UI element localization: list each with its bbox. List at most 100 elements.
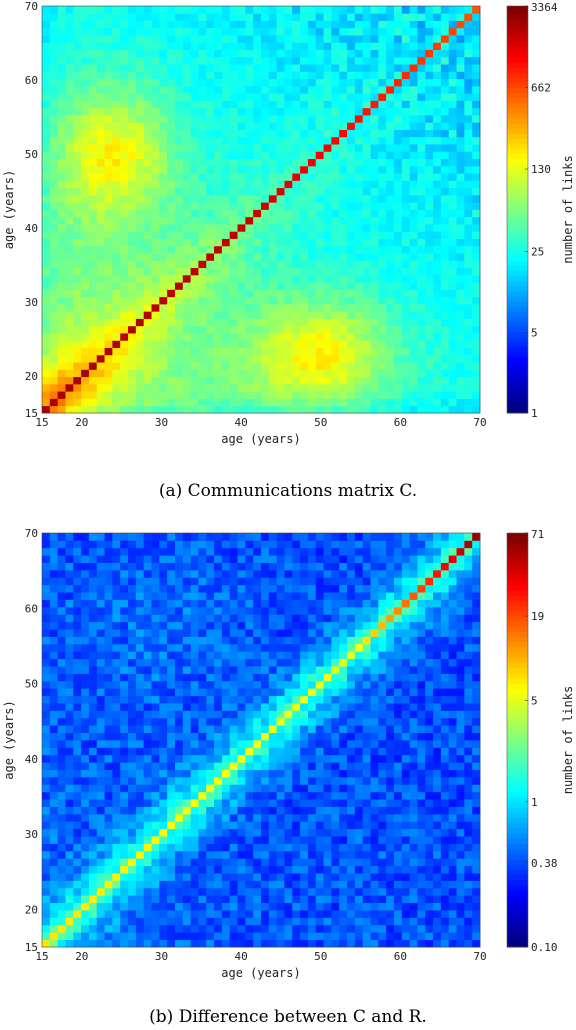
heatmap-cell: [167, 20, 176, 29]
heatmap-cell: [221, 547, 231, 556]
heatmap-cell: [237, 821, 246, 830]
heatmap-cell: [472, 187, 481, 196]
heatmap-cell: [378, 13, 387, 21]
heatmap-cell: [448, 274, 457, 283]
heatmap-cell: [440, 274, 450, 283]
heatmap-cell: [237, 85, 246, 94]
heatmap-cell: [88, 325, 98, 334]
heatmap-cell: [245, 42, 254, 51]
heatmap-cell: [245, 267, 254, 276]
heatmap-cell: [135, 651, 145, 660]
heatmap-cell: [88, 64, 98, 72]
heatmap-cell: [198, 122, 207, 130]
heatmap-cell: [245, 688, 254, 697]
heatmap-cell: [214, 56, 223, 65]
heatmap-cell: [128, 93, 137, 101]
heatmap-cell: [159, 71, 168, 80]
heatmap-cell: [104, 717, 113, 726]
heatmap-cell: [456, 13, 465, 21]
heatmap-cell: [104, 129, 113, 138]
heatmap-cell: [456, 151, 465, 160]
heatmap-cell: [49, 180, 59, 189]
heatmap-cell: [49, 932, 59, 940]
heatmap-cell: [104, 887, 113, 896]
heatmap-cell: [339, 115, 348, 123]
heatmap-cell: [143, 340, 152, 348]
heatmap-cell: [96, 187, 105, 196]
heatmap-cell: [143, 245, 152, 254]
heatmap-cell: [57, 562, 66, 571]
heatmap-cell: [261, 325, 270, 334]
heatmap-cell: [143, 194, 152, 203]
colorbar-tick-label: 5: [531, 326, 538, 339]
heatmap-cell: [128, 651, 137, 660]
heatmap-cell: [57, 180, 66, 189]
heatmap-cell: [104, 791, 113, 800]
heatmap-cell: [135, 784, 145, 793]
heatmap-cell: [73, 776, 82, 785]
heatmap-cell: [143, 231, 152, 239]
heatmap-cell: [206, 347, 215, 356]
heatmap-cell: [88, 333, 98, 341]
heatmap-cell: [331, 253, 340, 261]
heatmap-cell: [151, 369, 160, 378]
heatmap-cell: [386, 405, 395, 414]
heatmap-cell: [448, 289, 457, 298]
heatmap-cell: [417, 35, 426, 43]
heatmap-cell: [214, 122, 223, 130]
heatmap-cell: [174, 799, 184, 807]
heatmap-cell: [347, 325, 356, 334]
colorbar-frame: [506, 5, 529, 414]
heatmap-cell: [57, 673, 66, 682]
heatmap-cell: [237, 136, 246, 145]
heatmap-cell: [167, 340, 176, 348]
heatmap-cell: [57, 577, 66, 586]
heatmap-cell: [88, 202, 98, 210]
heatmap-cell: [143, 592, 152, 600]
heatmap-cell: [112, 56, 121, 65]
heatmap-cell: [339, 64, 348, 72]
colorbar-step: [507, 316, 528, 322]
heatmap-cell: [221, 710, 231, 719]
heatmap-cell: [49, 202, 59, 210]
heatmap-cell: [237, 253, 246, 261]
heatmap-cell: [261, 202, 270, 210]
heatmap-cell: [268, 636, 278, 645]
heatmap-cell: [128, 333, 137, 341]
heatmap-cell: [456, 274, 465, 283]
heatmap-cell: [433, 85, 442, 94]
heatmap-cell: [120, 732, 129, 741]
heatmap-cell: [448, 376, 457, 385]
heatmap-cell: [464, 238, 473, 247]
heatmap-cell: [354, 340, 364, 348]
heatmap-cell: [300, 78, 309, 87]
heatmap-cell: [81, 599, 90, 608]
heatmap-cell: [292, 282, 301, 290]
heatmap-cell: [167, 643, 176, 652]
heatmap-cell: [135, 151, 145, 160]
heatmap-cell: [49, 136, 59, 145]
heatmap-cell: [354, 49, 364, 58]
heatmap-cell: [88, 688, 98, 697]
heatmap-cell: [143, 614, 152, 623]
heatmap-cell: [276, 747, 285, 756]
heatmap-cell: [190, 540, 199, 549]
heatmap-cell: [370, 333, 379, 341]
heatmap-cell: [182, 865, 192, 874]
heatmap-cell: [276, 85, 285, 94]
heatmap-cell: [81, 843, 90, 852]
heatmap-cell: [128, 289, 137, 298]
heatmap-cell: [370, 122, 379, 130]
heatmap-cell: [81, 540, 90, 549]
heatmap-cell: [167, 555, 176, 563]
heatmap-cell: [182, 762, 192, 770]
heatmap-cell: [253, 821, 262, 830]
heatmap-cell: [245, 56, 254, 65]
heatmap-cell: [73, 540, 82, 549]
heatmap-cell: [284, 20, 293, 29]
heatmap-cell: [104, 376, 113, 385]
heatmap-cell: [229, 27, 238, 36]
colorbar-step: [507, 67, 528, 73]
heatmap-cell: [73, 224, 82, 232]
heatmap-cell: [339, 165, 348, 174]
